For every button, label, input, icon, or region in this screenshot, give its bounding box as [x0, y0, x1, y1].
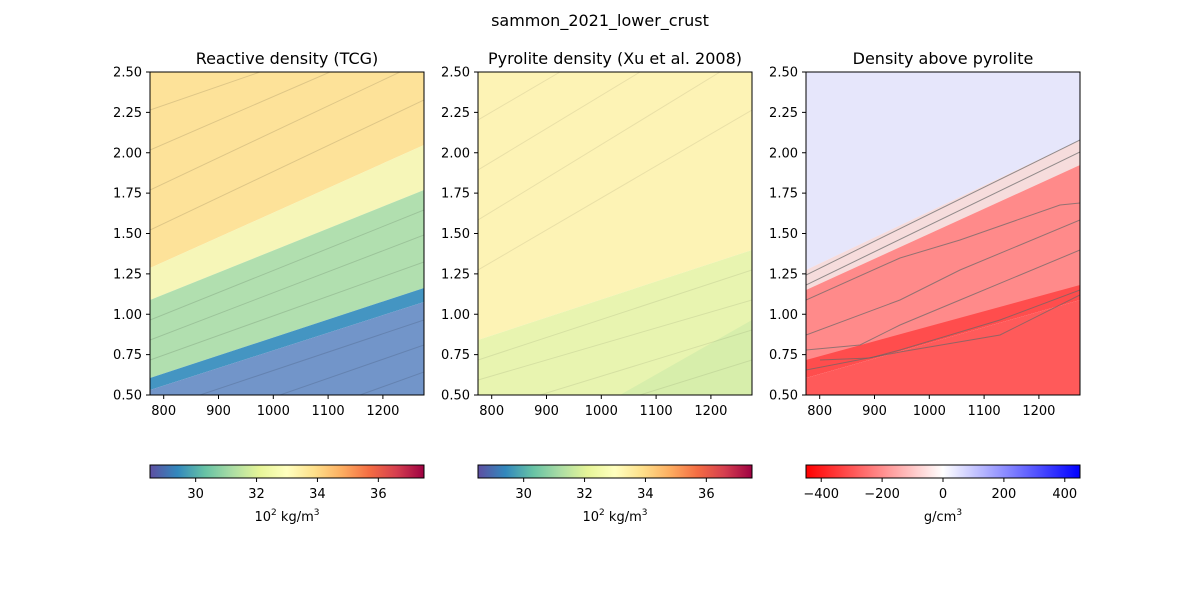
colorbar-label: 102 kg/m3: [583, 508, 648, 525]
colorbar: [477, 464, 753, 479]
region-band: [150, 288, 424, 390]
contour-lines: [150, 72, 424, 395]
heatmap-field: [150, 72, 424, 395]
region-lightest: [806, 300, 1080, 395]
y-tick-label: 1.75: [769, 187, 798, 202]
colorbar-ticks: 30 32 34 36: [187, 478, 387, 502]
y-ticks: 0.50 0.75 1.00 1.25 1.50 1.75 2.00 2.25 2.50: [441, 66, 478, 404]
region-fade: [806, 140, 1080, 290]
colorbar-label: g/cm3: [924, 508, 962, 525]
colorbar-label: 102 kg/m3: [255, 508, 320, 525]
contour-lines: [806, 139, 1080, 371]
colorbar-tick-label: −200: [864, 487, 900, 502]
y-tick-label: 1.75: [113, 187, 142, 202]
region-low: [150, 302, 424, 395]
colorbar-tick-label: 34: [309, 487, 326, 502]
y-tick-label: 1.25: [769, 267, 798, 282]
y-tick-label: 2.25: [769, 106, 798, 121]
y-tick-label: 0.75: [769, 348, 798, 363]
heatmap-field: [806, 72, 1080, 395]
y-tick-label: 2.50: [769, 66, 798, 81]
y-tick-label: 1.50: [769, 227, 798, 242]
colorbar-tick-label: −400: [803, 487, 839, 502]
y-tick-label: 0.75: [113, 348, 142, 363]
y-tick-label: 1.00: [113, 308, 142, 323]
x-ticks: 800 900 1000 1100 1200: [807, 395, 1055, 419]
panel-title: Pyrolite density (Xu et al. 2008): [488, 49, 742, 68]
colorbar-tick-label: 30: [515, 487, 532, 502]
y-tick-label: 1.25: [113, 267, 142, 282]
x-tick-label: 800: [151, 404, 176, 419]
colorbar-ticks: −400 −200 0 200 400: [803, 478, 1077, 502]
region-lighter: [806, 165, 1080, 375]
colorbar-ticks: 30 32 34 36: [515, 478, 715, 502]
x-tick-label: 900: [206, 404, 231, 419]
y-tick-label: 1.75: [441, 187, 470, 202]
x-tick-label: 1200: [1022, 404, 1055, 419]
y-ticks: 0.50 0.75 1.00 1.25 1.50 1.75 2.00 2.25 2.50: [113, 66, 150, 404]
colorbar-tick-label: 36: [370, 487, 387, 502]
colorbar-tick-label: 400: [1052, 487, 1077, 502]
y-tick-label: 0.50: [113, 389, 142, 404]
region-band: [806, 285, 1080, 378]
colorbar: [805, 464, 1081, 479]
y-tick-label: 2.50: [113, 66, 142, 81]
y-ticks: 0.50 0.75 1.00 1.25 1.50 1.75 2.00 2.25 2.50: [769, 66, 806, 404]
panel-pyrolite-density: Pyrolite density (Xu et al. 2008) 800 900…: [441, 49, 753, 525]
y-tick-label: 1.00: [441, 308, 470, 323]
x-tick-label: 1000: [257, 404, 290, 419]
x-tick-label: 1100: [312, 404, 345, 419]
colorbar: [149, 464, 425, 479]
colorbar-tick-label: 32: [248, 487, 265, 502]
region-high: [150, 72, 424, 268]
contour-lines: [478, 72, 752, 395]
colorbar-tick-label: 30: [187, 487, 204, 502]
panel-density-above-pyrolite: Density above pyrolite 800 900 1000 1100 120…: [769, 49, 1081, 525]
y-tick-label: 0.50: [769, 389, 798, 404]
heatmap-field: [478, 72, 752, 395]
colorbar-tick-label: 32: [576, 487, 593, 502]
y-tick-label: 1.50: [441, 227, 470, 242]
y-tick-label: 0.50: [441, 389, 470, 404]
x-ticks: 800 900 1000 1100 1200: [151, 395, 399, 419]
y-tick-label: 1.50: [113, 227, 142, 242]
x-tick-label: 800: [479, 404, 504, 419]
x-tick-label: 1000: [913, 404, 946, 419]
y-tick-label: 2.00: [113, 146, 142, 161]
x-tick-label: 1100: [968, 404, 1001, 419]
y-tick-label: 2.25: [113, 106, 142, 121]
y-tick-label: 2.50: [441, 66, 470, 81]
colorbar-tick-label: 200: [991, 487, 1016, 502]
y-tick-label: 2.25: [441, 106, 470, 121]
x-tick-label: 900: [862, 404, 887, 419]
x-tick-label: 1100: [640, 404, 673, 419]
figure-title: sammon_2021_lower_crust: [491, 11, 709, 31]
x-tick-label: 900: [534, 404, 559, 419]
colorbar-tick-label: 0: [939, 487, 947, 502]
y-tick-label: 1.00: [769, 308, 798, 323]
y-tick-label: 2.00: [441, 146, 470, 161]
y-tick-label: 0.75: [441, 348, 470, 363]
region-denser: [806, 72, 1080, 270]
y-tick-label: 1.25: [441, 267, 470, 282]
region-high: [478, 72, 752, 340]
panel-title: Reactive density (TCG): [196, 49, 379, 68]
colorbar-tick-label: 34: [637, 487, 654, 502]
region-transition: [150, 145, 424, 300]
x-tick-label: 1200: [694, 404, 727, 419]
panel-title: Density above pyrolite: [853, 49, 1034, 68]
y-tick-label: 2.00: [769, 146, 798, 161]
region-lowest: [620, 320, 752, 395]
x-ticks: 800 900 1000 1100 1200: [479, 395, 727, 419]
x-tick-label: 1000: [585, 404, 618, 419]
x-tick-label: 800: [807, 404, 832, 419]
region-low: [478, 250, 752, 395]
panel-reactive-density: Reactive density (TCG) 800 900 1000 1100 120…: [113, 49, 425, 525]
region-mid: [150, 190, 424, 378]
x-tick-label: 1200: [366, 404, 399, 419]
colorbar-tick-label: 36: [698, 487, 715, 502]
